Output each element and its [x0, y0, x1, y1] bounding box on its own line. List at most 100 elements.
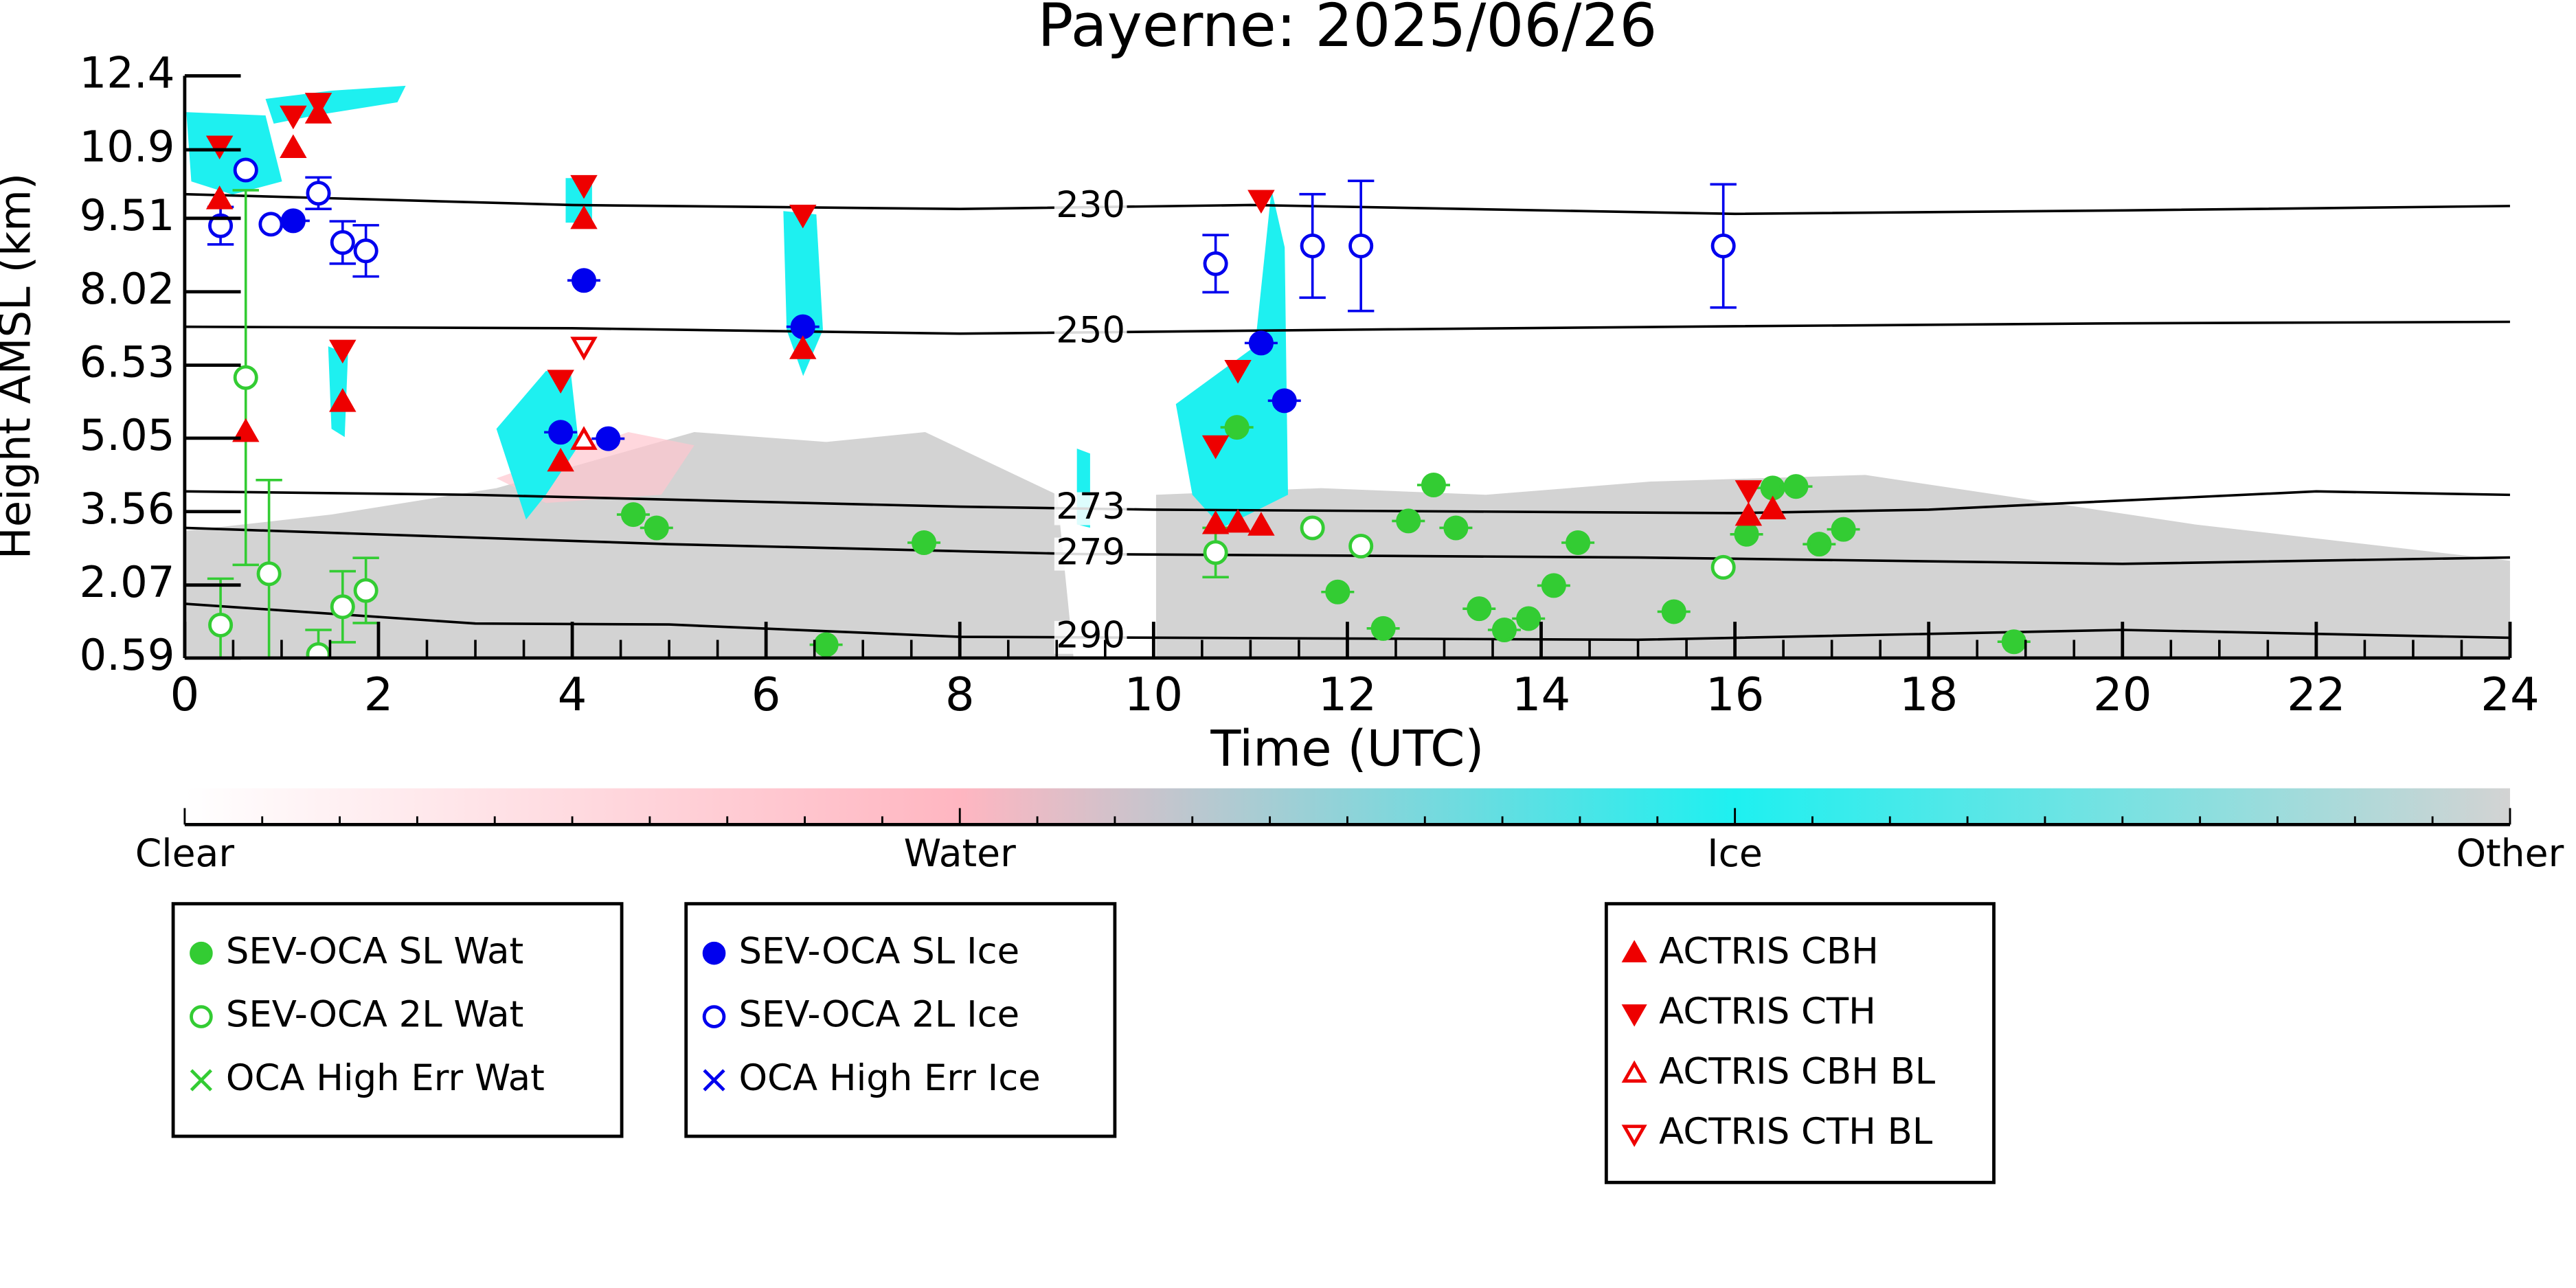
- legend-marker: [190, 1069, 212, 1092]
- x-tick-label: 24: [2481, 668, 2540, 721]
- y-axis-label: Height AMSL (km): [0, 173, 41, 560]
- point: [1224, 415, 1250, 440]
- legend-label: SEV-OCA SL Wat: [226, 930, 523, 972]
- point: [329, 388, 357, 412]
- point: [1734, 521, 1759, 547]
- mask-ice: [328, 346, 348, 438]
- contour-label: 250: [1056, 309, 1125, 351]
- x-tick-label: 12: [1318, 668, 1377, 721]
- legend-label: ACTRIS CTH BL: [1659, 1111, 1933, 1153]
- point: [1247, 512, 1275, 536]
- legend-marker: [1621, 1004, 1647, 1027]
- point: [912, 530, 937, 555]
- colorbar-label: Water: [904, 832, 1016, 876]
- contour-label-bg: [1054, 537, 1127, 571]
- mask-ice: [1175, 190, 1288, 528]
- legend-marker: [190, 1005, 213, 1028]
- legend-box: [684, 902, 1117, 1138]
- x-axis-label: Time (UTC): [1210, 719, 1484, 777]
- point: [596, 426, 621, 451]
- x-tick-label: 20: [2093, 668, 2152, 721]
- point: [644, 515, 669, 541]
- mask-other: [1155, 475, 2510, 658]
- point: [1443, 515, 1469, 541]
- legend-label: SEV-OCA SL Ice: [739, 930, 1020, 972]
- legend-label: ACTRIS CTH: [1659, 991, 1876, 1032]
- contour-label: 279: [1056, 531, 1125, 573]
- point: [353, 238, 379, 264]
- legend-marker: [703, 1069, 725, 1092]
- x-tick-label: 16: [1706, 668, 1765, 721]
- legend-label: ACTRIS CBH BL: [1659, 1051, 1936, 1093]
- point: [353, 578, 379, 603]
- contour-label-bg: [1054, 190, 1127, 224]
- point: [1224, 360, 1252, 384]
- legend-marker: [702, 1005, 726, 1028]
- plot-area: [184, 93, 2510, 658]
- point: [256, 561, 282, 587]
- point: [570, 426, 598, 450]
- y-tick-label: 8.02: [80, 264, 175, 314]
- y-tick-label: 0.59: [80, 630, 175, 680]
- y-tick-label: 6.53: [80, 337, 175, 387]
- point: [790, 314, 815, 339]
- point: [2001, 629, 2026, 655]
- point: [547, 447, 574, 472]
- point: [1807, 532, 1832, 557]
- x-tick-label: 4: [558, 668, 587, 721]
- legend-marker: [1621, 1060, 1647, 1083]
- legend-box: [1604, 902, 1996, 1184]
- point: [620, 502, 646, 528]
- point: [1759, 495, 1787, 520]
- point: [1348, 233, 1374, 259]
- point: [1224, 508, 1252, 533]
- legend-marker: [1621, 940, 1647, 962]
- legend-label: SEV-OCA 2L Wat: [226, 994, 523, 1036]
- point: [1467, 596, 1492, 622]
- y-tick-label: 10.9: [80, 122, 175, 172]
- point: [258, 212, 284, 237]
- point: [1760, 475, 1785, 501]
- point: [571, 268, 596, 293]
- point: [1421, 473, 1446, 498]
- y-tick-label: 3.56: [80, 484, 175, 534]
- point: [208, 213, 234, 238]
- point: [208, 612, 234, 637]
- point: [1348, 534, 1374, 559]
- point: [789, 335, 817, 359]
- legend-marker: [1621, 1125, 1647, 1147]
- contour-line: [184, 320, 2510, 335]
- point: [570, 337, 598, 361]
- point: [1248, 330, 1274, 356]
- mask-other: [184, 432, 1074, 658]
- point: [1272, 388, 1297, 414]
- mask-ice: [496, 371, 579, 520]
- chart-title: Payerne: 2025/06/26: [1037, 0, 1657, 60]
- point: [570, 174, 598, 199]
- point: [233, 157, 258, 183]
- point: [280, 134, 307, 159]
- y-tick-label: 2.07: [80, 557, 175, 607]
- point: [233, 365, 258, 390]
- point: [280, 105, 307, 130]
- x-tick-label: 18: [1899, 668, 1958, 721]
- x-tick-label: 0: [170, 668, 199, 721]
- colorbar-label: Ice: [1707, 832, 1763, 876]
- cloud-mask: [184, 85, 2510, 658]
- x-tick-label: 22: [2287, 668, 2346, 721]
- legend-label: OCA High Err Wat: [226, 1057, 545, 1099]
- contour-line: [184, 490, 2510, 515]
- point: [1203, 540, 1228, 565]
- point: [280, 208, 306, 234]
- point: [1201, 510, 1230, 534]
- point: [1710, 233, 1736, 259]
- mask-ice: [186, 112, 282, 195]
- colorbar-label: Other: [2456, 832, 2564, 876]
- point: [570, 205, 598, 229]
- contour-label: 290: [1056, 615, 1125, 657]
- colorbar-label: Clear: [135, 832, 235, 876]
- point: [330, 594, 355, 620]
- point: [1735, 480, 1763, 504]
- point: [1566, 530, 1591, 555]
